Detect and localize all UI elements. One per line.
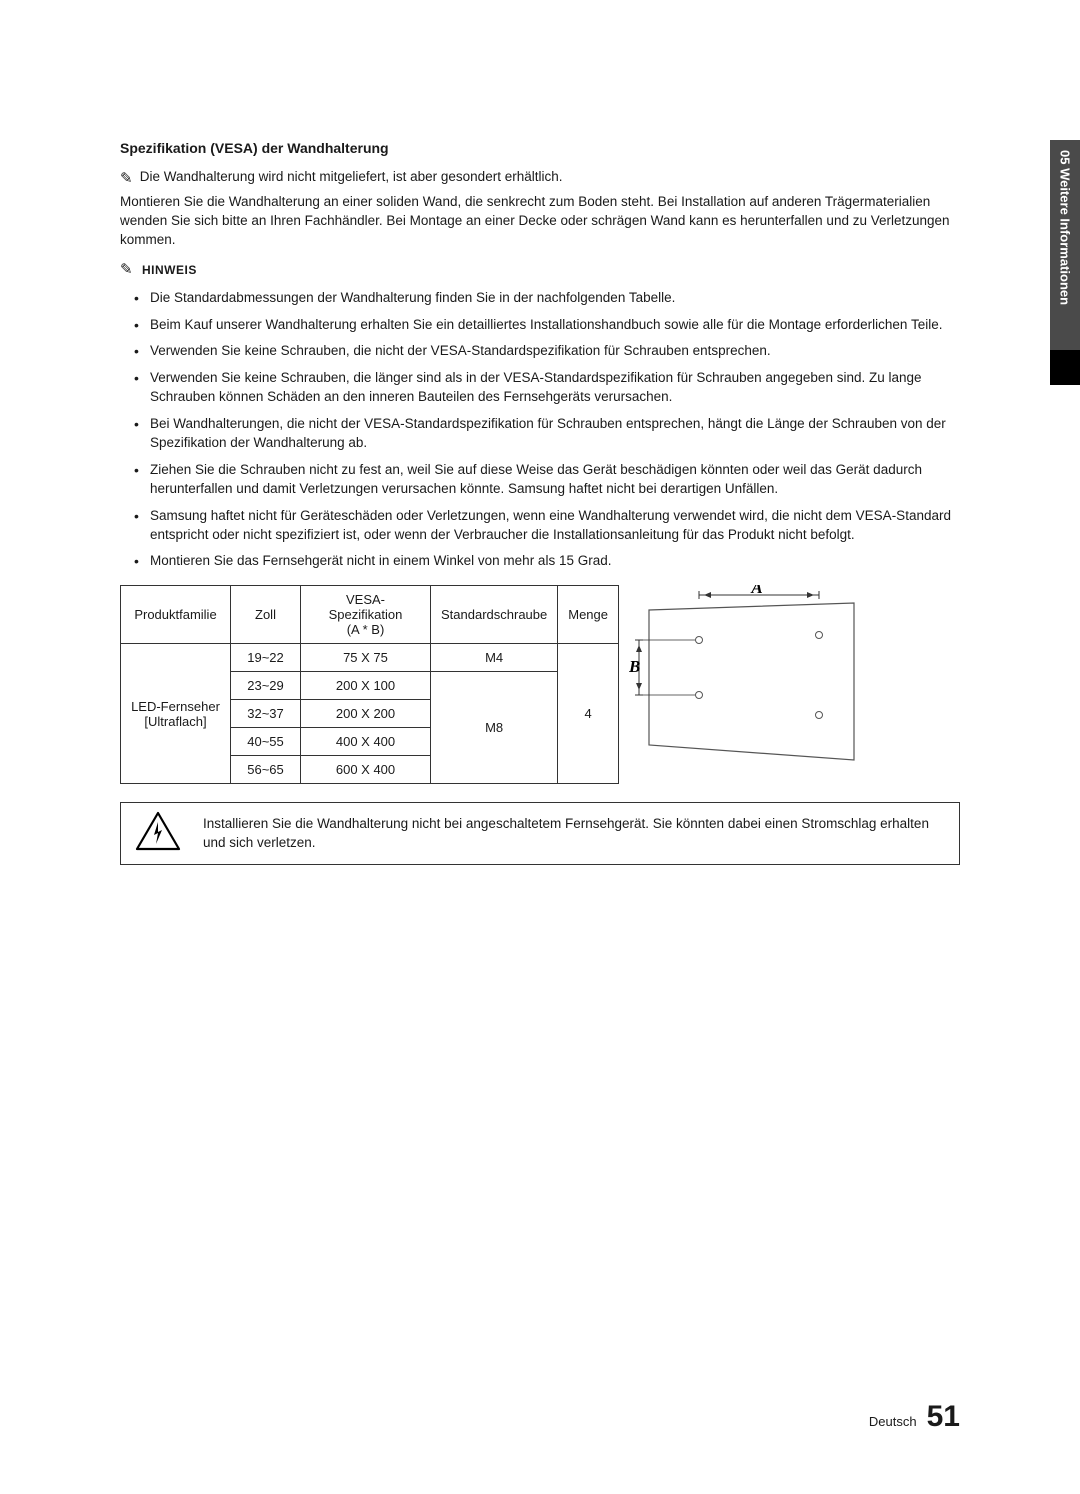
cell-zoll: 23~29: [231, 672, 301, 700]
bullet-item: Verwenden Sie keine Schrauben, die nicht…: [150, 342, 960, 361]
cell-zoll: 19~22: [231, 644, 301, 672]
bullet-item: Samsung haftet nicht für Geräteschäden o…: [150, 507, 960, 545]
th-vesa: VESA-Spezifikation (A * B): [301, 586, 431, 644]
page-footer: Deutsch 51: [869, 1400, 960, 1434]
warning-box: Installieren Sie die Wandhalterung nicht…: [120, 802, 960, 865]
vesa-table: Produktfamilie Zoll VESA-Spezifikation (…: [120, 585, 619, 784]
cell-menge: 4: [558, 644, 619, 784]
cell-vesa: 600 X 400: [301, 756, 431, 784]
footer-page-number: 51: [927, 1400, 960, 1434]
bullet-item: Beim Kauf unserer Wandhalterung erhalten…: [150, 316, 960, 335]
footer-lang: Deutsch: [869, 1414, 917, 1429]
cell-zoll: 56~65: [231, 756, 301, 784]
warning-icon: [133, 811, 183, 856]
table-row: LED-Fernseher [Ultraflach] 19~22 75 X 75…: [121, 644, 619, 672]
hinweis-row: ✎ HINWEIS: [120, 260, 960, 283]
cell-schraube: M8: [431, 672, 558, 784]
cell-vesa: 200 X 100: [301, 672, 431, 700]
th-standardschraube: Standardschraube: [431, 586, 558, 644]
bullet-list: Die Standardabmessungen der Wandhalterun…: [120, 289, 960, 572]
note-1-text: Die Wandhalterung wird nicht mitgeliefer…: [140, 169, 563, 184]
intro-paragraph: Montieren Sie die Wandhalterung an einer…: [120, 193, 960, 250]
cell-schraube: M4: [431, 644, 558, 672]
bullet-item: Bei Wandhalterungen, die nicht der VESA-…: [150, 415, 960, 453]
section-title: Spezifikation (VESA) der Wandhalterung: [120, 140, 960, 156]
diagram-label-b: B: [629, 657, 640, 676]
hinweis-label: HINWEIS: [142, 263, 197, 277]
th-produktfamilie: Produktfamilie: [121, 586, 231, 644]
bullet-item: Die Standardabmessungen der Wandhalterun…: [150, 289, 960, 308]
note-icon: ✎: [120, 168, 136, 189]
page-content: Spezifikation (VESA) der Wandhalterung ✎…: [0, 0, 1080, 865]
cell-zoll: 32~37: [231, 700, 301, 728]
cell-vesa: 75 X 75: [301, 644, 431, 672]
cell-vesa: 400 X 400: [301, 728, 431, 756]
cell-vesa: 200 X 200: [301, 700, 431, 728]
diagram-label-a: A: [750, 585, 762, 597]
bullet-item: Verwenden Sie keine Schrauben, die länge…: [150, 369, 960, 407]
bullet-item: Montieren Sie das Fernsehgerät nicht in …: [150, 552, 960, 571]
cell-zoll: 40~55: [231, 728, 301, 756]
note-icon: ✎: [120, 260, 136, 278]
vesa-diagram: A B: [629, 585, 859, 775]
warning-text: Installieren Sie die Wandhalterung nicht…: [203, 815, 947, 853]
table-header-row: Produktfamilie Zoll VESA-Spezifikation (…: [121, 586, 619, 644]
th-zoll: Zoll: [231, 586, 301, 644]
th-menge: Menge: [558, 586, 619, 644]
bullet-item: Ziehen Sie die Schrauben nicht zu fest a…: [150, 461, 960, 499]
table-diagram-row: Produktfamilie Zoll VESA-Spezifikation (…: [120, 585, 960, 784]
cell-produktfamilie: LED-Fernseher [Ultraflach]: [121, 644, 231, 784]
note-1: ✎ Die Wandhalterung wird nicht mitgelief…: [120, 168, 960, 189]
